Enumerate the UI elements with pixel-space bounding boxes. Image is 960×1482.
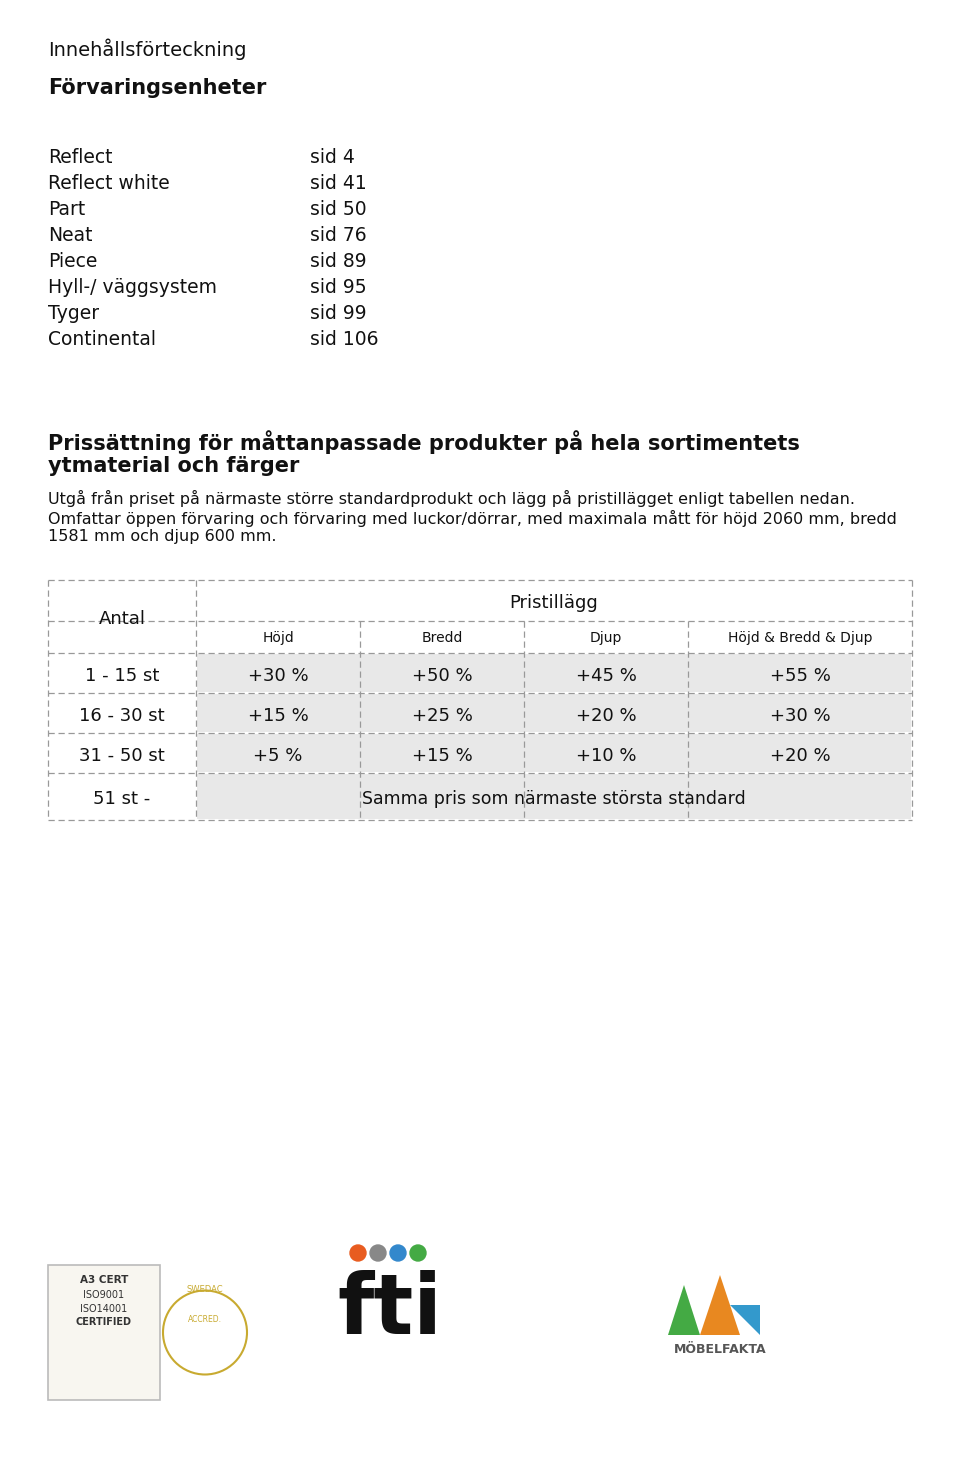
Text: +25 %: +25 % — [412, 707, 472, 725]
Text: ACCRED.: ACCRED. — [188, 1315, 222, 1323]
Text: Reflect: Reflect — [48, 148, 112, 167]
Text: Samma pris som närmaste största standard: Samma pris som närmaste största standard — [362, 790, 746, 809]
Text: 31 - 50 st: 31 - 50 st — [79, 747, 165, 765]
Text: Part: Part — [48, 200, 85, 219]
Text: +30 %: +30 % — [770, 707, 830, 725]
Text: Höjd: Höjd — [262, 631, 294, 645]
Text: Förvaringsenheter: Förvaringsenheter — [48, 79, 266, 98]
Text: CERTIFIED: CERTIFIED — [76, 1317, 132, 1326]
Text: 51 st -: 51 st - — [93, 790, 151, 809]
Text: 16 - 30 st: 16 - 30 st — [79, 707, 165, 725]
Text: Neat: Neat — [48, 225, 92, 245]
Bar — [197, 774, 911, 820]
Polygon shape — [730, 1306, 760, 1335]
Text: Bredd: Bredd — [421, 631, 463, 645]
Text: Piece: Piece — [48, 252, 97, 271]
Circle shape — [350, 1245, 366, 1261]
Text: fti: fti — [338, 1270, 443, 1352]
Text: Höjd & Bredd & Djup: Höjd & Bredd & Djup — [728, 631, 873, 645]
Text: sid 50: sid 50 — [310, 200, 367, 219]
Text: Reflect white: Reflect white — [48, 173, 170, 193]
Text: Pristillägg: Pristillägg — [510, 594, 598, 612]
Text: +15 %: +15 % — [412, 747, 472, 765]
Text: sid 76: sid 76 — [310, 225, 367, 245]
Polygon shape — [668, 1285, 700, 1335]
Text: +15 %: +15 % — [248, 707, 308, 725]
Text: ISO14001: ISO14001 — [81, 1304, 128, 1315]
Text: sid 4: sid 4 — [310, 148, 355, 167]
Text: Omfattar öppen förvaring och förvaring med luckor/dörrar, med maximala mått för : Omfattar öppen förvaring och förvaring m… — [48, 510, 897, 528]
Text: sid 106: sid 106 — [310, 330, 378, 348]
Text: Innehållsförteckning: Innehållsförteckning — [48, 39, 247, 59]
Text: SWEDAC: SWEDAC — [186, 1285, 224, 1294]
Text: +50 %: +50 % — [412, 667, 472, 685]
Text: ISO9001: ISO9001 — [84, 1289, 125, 1300]
Text: Tyger: Tyger — [48, 304, 99, 323]
Text: Continental: Continental — [48, 330, 156, 348]
Bar — [197, 694, 911, 732]
Text: +45 %: +45 % — [576, 667, 636, 685]
Circle shape — [390, 1245, 406, 1261]
Text: sid 89: sid 89 — [310, 252, 367, 271]
Text: +55 %: +55 % — [770, 667, 830, 685]
Text: +5 %: +5 % — [253, 747, 302, 765]
Text: sid 95: sid 95 — [310, 279, 367, 296]
Text: 1581 mm och djup 600 mm.: 1581 mm och djup 600 mm. — [48, 529, 276, 544]
Bar — [48, 1266, 160, 1400]
Text: Prissättning för måttanpassade produkter på hela sortimentets: Prissättning för måttanpassade produkter… — [48, 430, 800, 453]
Text: sid 99: sid 99 — [310, 304, 367, 323]
Circle shape — [370, 1245, 386, 1261]
Text: ytmaterial och färger: ytmaterial och färger — [48, 456, 300, 476]
Text: A3 CERT: A3 CERT — [80, 1275, 129, 1285]
Text: MÖBELFAKTA: MÖBELFAKTA — [674, 1343, 766, 1356]
Text: +20 %: +20 % — [576, 707, 636, 725]
Text: +10 %: +10 % — [576, 747, 636, 765]
Text: +20 %: +20 % — [770, 747, 830, 765]
Polygon shape — [700, 1275, 740, 1335]
Circle shape — [410, 1245, 426, 1261]
Text: Hyll-/ väggsystem: Hyll-/ väggsystem — [48, 279, 217, 296]
Text: +30 %: +30 % — [248, 667, 308, 685]
Text: Utgå från priset på närmaste större standardprodukt och lägg på pristillägget en: Utgå från priset på närmaste större stan… — [48, 491, 855, 507]
Text: Djup: Djup — [589, 631, 622, 645]
Bar — [197, 654, 911, 692]
Text: sid 41: sid 41 — [310, 173, 367, 193]
Bar — [197, 734, 911, 772]
Text: 1 - 15 st: 1 - 15 st — [84, 667, 159, 685]
Text: Antal: Antal — [99, 611, 146, 628]
